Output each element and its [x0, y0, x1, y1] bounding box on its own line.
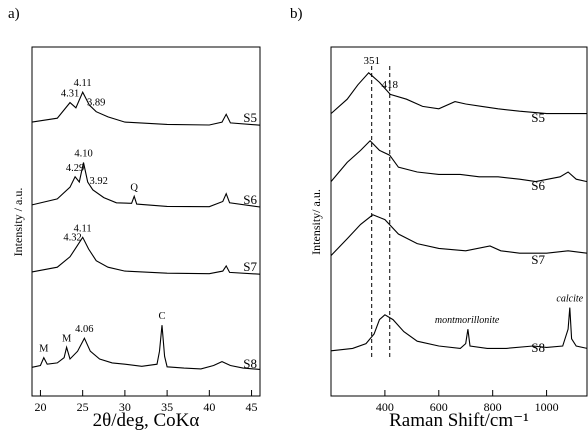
a-x-tick-label: 35	[161, 400, 173, 414]
b-x-tick-label: 600	[430, 400, 448, 414]
b-series-label-s7: S7	[531, 252, 545, 267]
b-series-label-s8: S8	[531, 340, 545, 355]
a-peak-label: 4.11	[74, 223, 92, 234]
panel-a-x-axis-label: 2θ/deg, CoKα	[93, 410, 200, 431]
a-series-label-s8: S8	[243, 356, 257, 371]
a-peak-label: M	[39, 344, 49, 355]
b-x-tick-label: 400	[376, 400, 394, 414]
panel-b-plot-frame	[330, 46, 588, 397]
panel-b-label: b)	[290, 6, 303, 22]
a-peak-label: 4.29	[66, 163, 84, 174]
a-peak-label: 4.06	[75, 324, 93, 335]
b-peak-label: montmorillonite	[435, 315, 500, 326]
reference-line-label-418: 418	[381, 79, 398, 91]
b-series-label-s5: S5	[531, 110, 545, 125]
a-peak-label: M	[62, 333, 72, 344]
panel-a-label: a)	[8, 6, 20, 22]
a-peak-label: 3.92	[90, 176, 108, 187]
a-peak-label: Q	[130, 182, 138, 193]
panel-b-x-axis-label: Raman Shift/cm⁻¹	[389, 410, 529, 431]
a-peak-label: 4.32	[63, 232, 81, 243]
panel-b-series: S5 S6 S7 S8	[330, 72, 588, 355]
b-x-tick-label: 800	[484, 400, 502, 414]
b-series-s7	[330, 214, 588, 256]
a-x-tick-label: 30	[119, 400, 131, 414]
a-x-tick-label: 45	[246, 400, 258, 414]
panel-b-x-ticks: 400 600 800 1000	[376, 390, 559, 414]
a-series-label-s7: S7	[243, 259, 257, 274]
a-x-tick-label: 40	[203, 400, 215, 414]
a-peak-label: 4.31	[61, 89, 79, 100]
a-x-tick-label: 25	[77, 400, 89, 414]
a-series-s6	[31, 162, 261, 208]
b-series-s5	[330, 72, 587, 115]
a-series-s8	[31, 325, 261, 370]
panel-a-y-axis-label: Intensity / a.u.	[11, 188, 25, 257]
a-series-label-s6: S6	[243, 192, 257, 207]
a-peak-label: C	[159, 311, 166, 322]
a-x-tick-label: 20	[34, 400, 46, 414]
panel-a-x-ticks: 20 25 30 35 40 45	[34, 390, 258, 414]
panel-b-y-axis-label: Intensity/ a.u.	[309, 189, 323, 255]
a-peak-label: 4.10	[74, 149, 92, 160]
b-series-s6	[330, 140, 588, 183]
b-peak-label: calcite	[556, 294, 583, 305]
a-peak-label: 4.11	[74, 78, 92, 89]
panel-a-series: S5 S6 S7 S8	[31, 90, 261, 371]
b-series-s8	[330, 307, 588, 352]
b-series-label-s6: S6	[531, 178, 545, 193]
panel-b-annotations: montmorillonite calcite	[435, 294, 584, 327]
b-x-tick-label: 1000	[535, 400, 559, 414]
a-series-label-s5: S5	[243, 110, 257, 125]
a-peak-label: 3.89	[87, 98, 105, 109]
reference-line-label-351: 351	[363, 55, 380, 67]
panel-a-plot-frame	[31, 46, 261, 397]
a-series-s5	[31, 90, 261, 126]
a-series-s7	[31, 236, 261, 275]
